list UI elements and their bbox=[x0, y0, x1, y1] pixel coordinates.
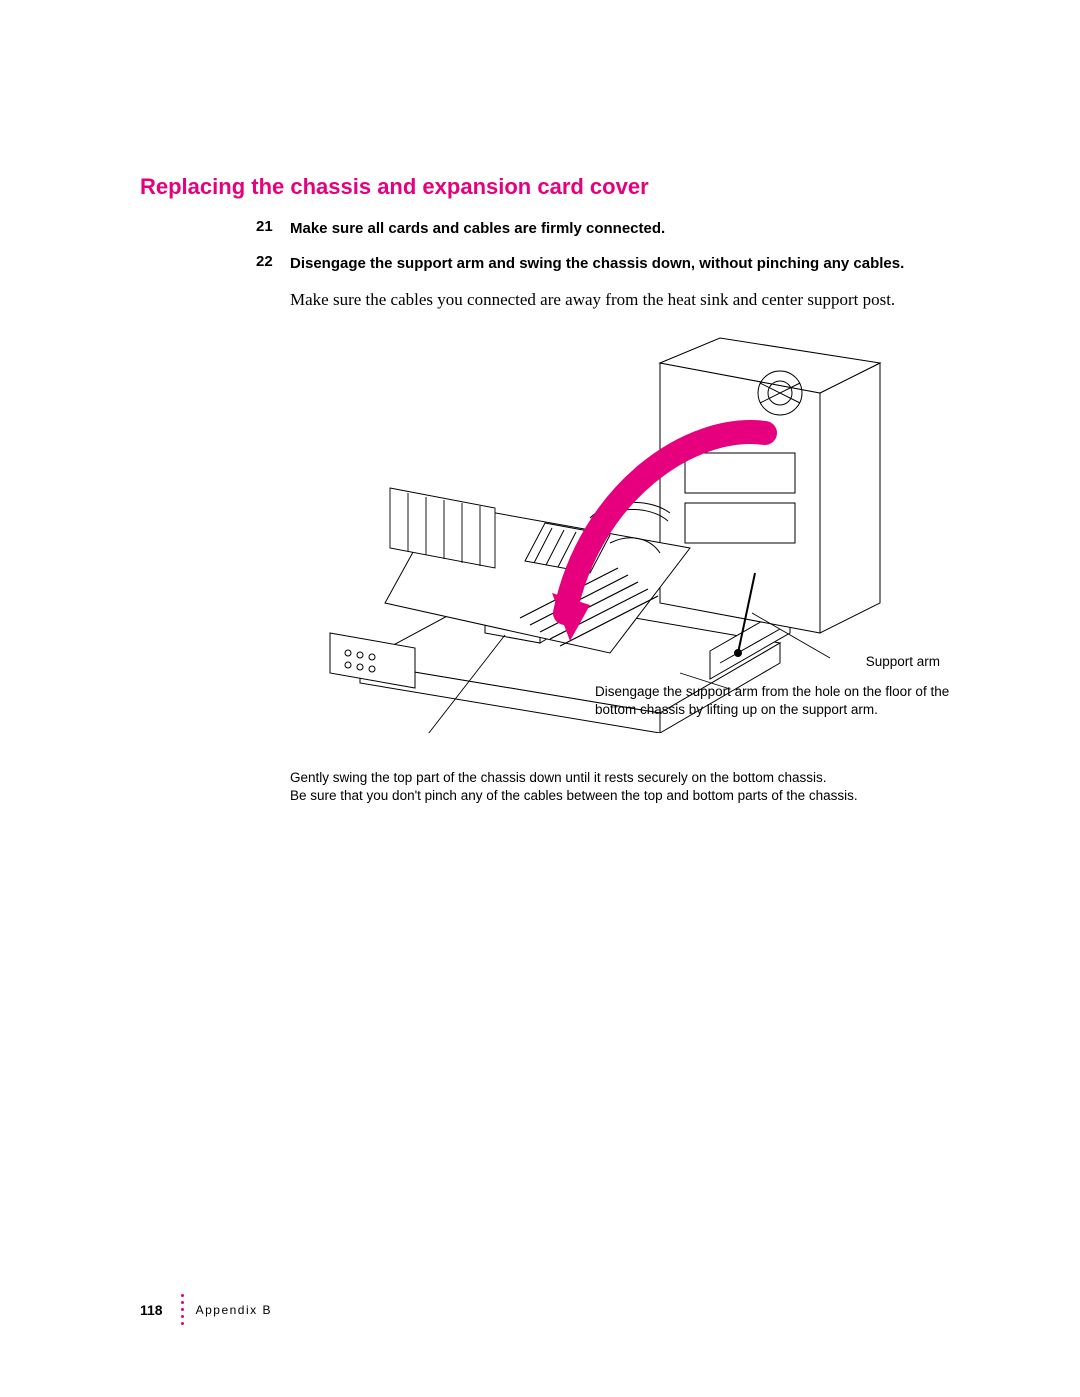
section-title: Replacing the chassis and expansion card… bbox=[140, 174, 940, 200]
step-21: 21 Make sure all cards and cables are fi… bbox=[140, 218, 940, 241]
page-number: 118 bbox=[140, 1302, 163, 1318]
step-number: 22 bbox=[256, 253, 290, 276]
figure-label-disengage: Disengage the support arm from the hole … bbox=[595, 683, 965, 719]
figure-label-supportarm: Support arm bbox=[866, 653, 940, 671]
step-text: Make sure all cards and cables are firml… bbox=[290, 218, 665, 241]
step-22: 22 Disengage the support arm and swing t… bbox=[140, 253, 940, 276]
figure-caption: Gently swing the top part of the chassis… bbox=[290, 769, 920, 805]
chassis-figure: Support arm Disengage the support arm fr… bbox=[290, 333, 920, 763]
caption-line1: Gently swing the top part of the chassis… bbox=[290, 770, 827, 785]
chassis-illustration-icon bbox=[290, 333, 920, 733]
body-text: Make sure the cables you connected are a… bbox=[290, 287, 940, 313]
footer-label: Appendix B bbox=[196, 1303, 272, 1317]
step-text: Disengage the support arm and swing the … bbox=[290, 253, 904, 276]
page-footer: 118 Appendix B bbox=[140, 1294, 272, 1325]
step-number: 21 bbox=[256, 218, 290, 241]
footer-dots-icon bbox=[181, 1294, 184, 1325]
caption-line2: Be sure that you don't pinch any of the … bbox=[290, 788, 858, 803]
